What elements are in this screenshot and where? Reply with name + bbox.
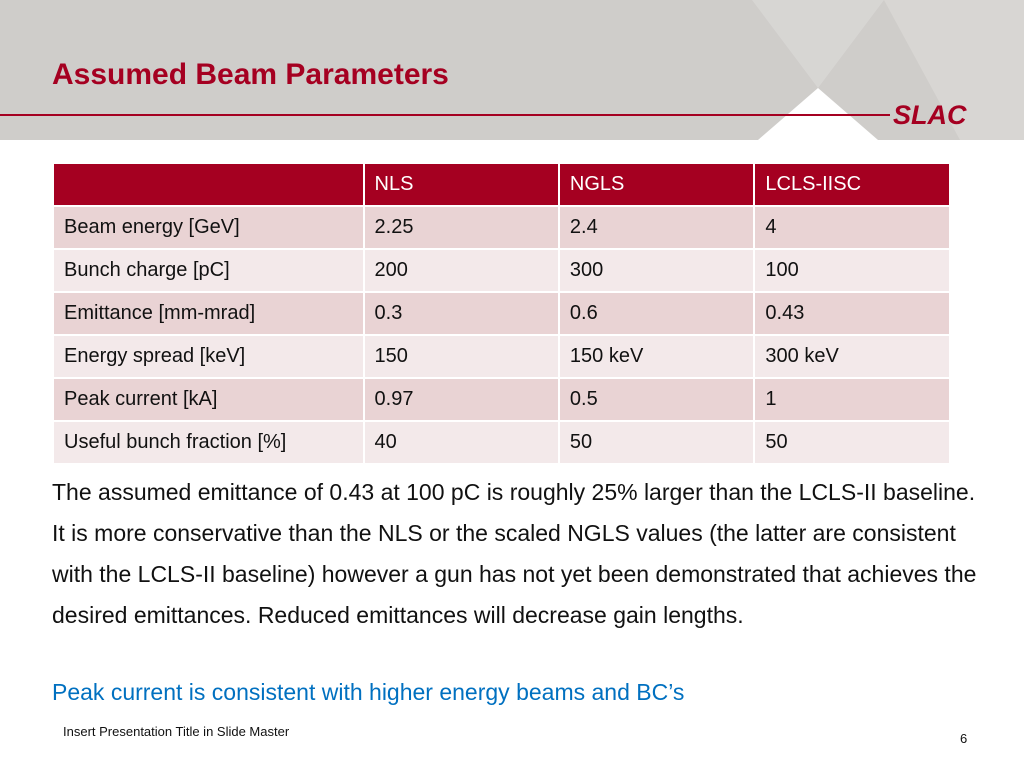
table-cell: 0.97 xyxy=(362,377,560,422)
table-cell: 200 xyxy=(362,248,560,293)
table-cell: Energy spread [keV] xyxy=(52,334,365,379)
table-cell: 2.25 xyxy=(362,205,560,250)
table-cell: Emittance [mm-mrad] xyxy=(52,291,365,336)
table-cell: 0.6 xyxy=(557,291,756,336)
header-triangle-light xyxy=(752,0,884,88)
table-row: Bunch charge [pC] 200 300 100 xyxy=(52,248,951,293)
table-cell: 1 xyxy=(753,377,951,422)
table-cell: 4 xyxy=(753,205,951,250)
table-header-cell: NGLS xyxy=(557,162,756,207)
header-band xyxy=(0,0,1024,140)
table-row: Energy spread [keV] 150 150 keV 300 keV xyxy=(52,334,951,379)
table-cell: Useful bunch fraction [%] xyxy=(52,420,365,465)
table-cell: 40 xyxy=(362,420,560,465)
table-cell: Peak current [kA] xyxy=(52,377,365,422)
beam-parameters-table: NLS NGLS LCLS-IISC Beam energy [GeV] 2.2… xyxy=(52,162,951,465)
table-cell: Bunch charge [pC] xyxy=(52,248,365,293)
body-paragraph: The assumed emittance of 0.43 at 100 pC … xyxy=(52,479,977,628)
table-cell: 50 xyxy=(557,420,756,465)
header-rule xyxy=(0,114,890,116)
highlight-note: Peak current is consistent with higher e… xyxy=(52,679,685,705)
table-cell: 150 xyxy=(362,334,560,379)
footer-text: Insert Presentation Title in Slide Maste… xyxy=(63,724,290,739)
table-header-cell: NLS xyxy=(362,162,560,207)
page-number: 6 xyxy=(960,731,968,746)
table-cell: 0.5 xyxy=(557,377,756,422)
table-header-cell xyxy=(52,162,365,207)
table-cell: 100 xyxy=(753,248,951,293)
table-row: Beam energy [GeV] 2.25 2.4 4 xyxy=(52,205,951,250)
table-header-cell: LCLS-IISC xyxy=(753,162,951,207)
table-header-row: NLS NGLS LCLS-IISC xyxy=(52,162,951,207)
table-row: Emittance [mm-mrad] 0.3 0.6 0.43 xyxy=(52,291,951,336)
table-cell: 0.43 xyxy=(753,291,951,336)
slide-title: Assumed Beam Parameters xyxy=(52,58,449,91)
table-cell: Beam energy [GeV] xyxy=(52,205,365,250)
table-cell: 150 keV xyxy=(557,334,756,379)
table-row: Useful bunch fraction [%] 40 50 50 xyxy=(52,420,951,465)
header-triangle-right xyxy=(884,0,1024,140)
table-cell: 50 xyxy=(753,420,951,465)
table-cell: 300 keV xyxy=(753,334,951,379)
table-cell: 0.3 xyxy=(362,291,560,336)
table-cell: 300 xyxy=(557,248,756,293)
slac-logo: SLAC xyxy=(893,100,967,130)
table-cell: 2.4 xyxy=(557,205,756,250)
table-row: Peak current [kA] 0.97 0.5 1 xyxy=(52,377,951,422)
